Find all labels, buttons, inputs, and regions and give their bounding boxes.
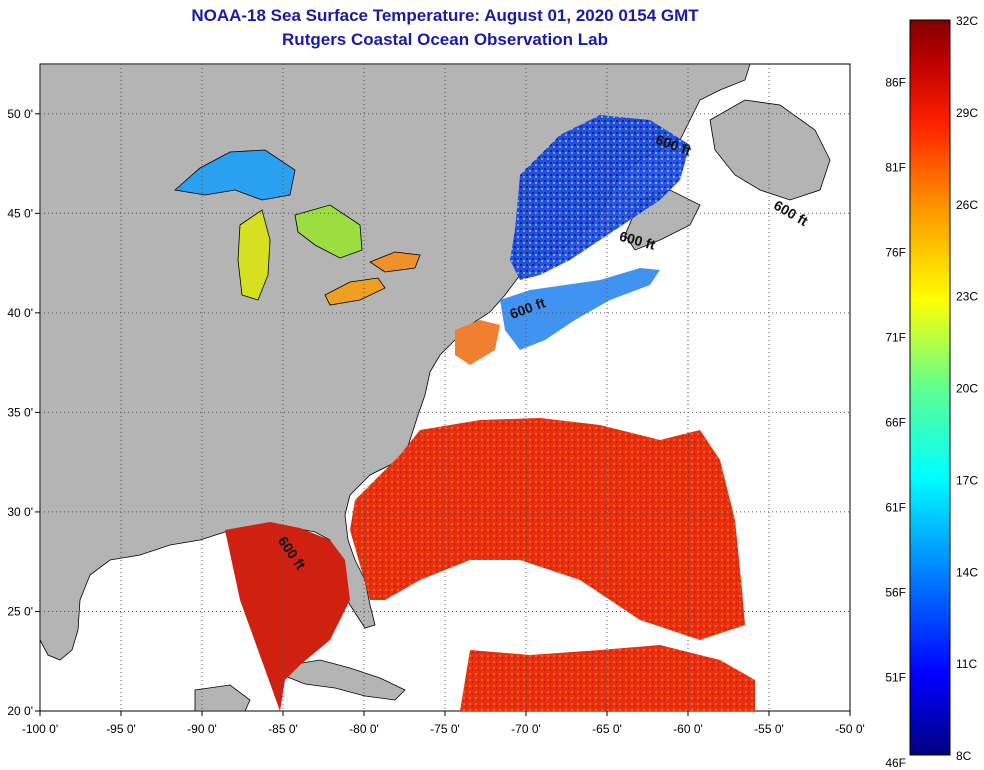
colorbar-celsius-label: 23C <box>956 290 978 304</box>
lake-michigan <box>237 209 271 301</box>
lon-tick-label: -90 0' <box>187 722 217 736</box>
colorbar-celsius-labels: 32C 29C 26C 23C 20C 17C 14C 11C 8C <box>956 14 978 763</box>
sst-gulf-of-mexico <box>225 522 350 711</box>
colorbar-celsius-label: 8C <box>956 749 972 763</box>
colorbar-celsius-label: 11C <box>956 657 977 671</box>
land-cuba <box>284 659 406 701</box>
colorbar-fahrenheit-label: 86F <box>885 75 906 89</box>
colorbar-fahrenheit-label: 76F <box>885 245 906 259</box>
lat-tick-label: 50 0' <box>7 107 33 121</box>
colorbar-celsius-label: 20C <box>956 382 978 396</box>
colorbar-fahrenheit-label: 56F <box>885 586 906 600</box>
lat-tick-label: 35 0' <box>7 405 33 419</box>
lon-tick-label: -60 0' <box>673 722 703 736</box>
colorbar-celsius-label: 32C <box>956 14 978 28</box>
lon-tick-label: -65 0' <box>592 722 622 736</box>
colorbar-fahrenheit-label: 71F <box>885 330 906 344</box>
map-title: NOAA-18 Sea Surface Temperature: August … <box>191 6 699 25</box>
colorbar-celsius-label: 17C <box>956 473 978 487</box>
lon-tick-label: -100 0' <box>22 722 58 736</box>
colorbar-celsius-label: 26C <box>956 198 978 212</box>
land-yucatan <box>194 684 251 711</box>
sst-gulf-of-maine <box>500 268 660 350</box>
lon-tick-label: -80 0' <box>349 722 379 736</box>
lake-superior <box>174 149 296 201</box>
colorbar <box>909 19 951 756</box>
lon-tick-label: -55 0' <box>754 722 784 736</box>
sst-mid-atlantic-warm <box>455 320 500 365</box>
latitude-axis: 20 0' 25 0' 30 0' 35 0' 40 0' 45 0' 50 0' <box>7 107 40 718</box>
lon-tick-label: -50 0' <box>835 722 865 736</box>
longitude-axis: -100 0' -95 0' -90 0' -85 0' -80 0' -75 0' -70… <box>22 711 865 736</box>
land-newfoundland <box>709 99 831 201</box>
lon-tick-label: -95 0' <box>106 722 136 736</box>
colorbar-celsius-label: 29C <box>956 106 978 120</box>
lake-erie <box>324 277 386 306</box>
colorbar-fahrenheit-label: 81F <box>885 160 906 174</box>
lat-tick-label: 30 0' <box>7 505 33 519</box>
colorbar-fahrenheit-label: 61F <box>885 501 906 515</box>
colorbar-celsius-label: 14C <box>956 565 978 579</box>
lat-tick-label: 20 0' <box>7 704 33 718</box>
sst-subtropical-atlantic <box>350 418 745 640</box>
colorbar-fahrenheit-label: 66F <box>885 416 906 430</box>
lon-tick-label: -75 0' <box>430 722 460 736</box>
lat-tick-label: 45 0' <box>7 206 33 220</box>
lon-tick-label: -85 0' <box>268 722 298 736</box>
lat-tick-label: 25 0' <box>7 604 33 618</box>
lake-ontario <box>369 251 421 273</box>
map-subtitle: Rutgers Coastal Ocean Observation Lab <box>282 30 608 49</box>
sst-northeast-cool <box>510 115 690 280</box>
lat-tick-label: 40 0' <box>7 306 33 320</box>
colorbar-fahrenheit-label: 46F <box>885 756 906 770</box>
lon-tick-label: -70 0' <box>511 722 541 736</box>
lake-huron <box>294 204 363 259</box>
colorbar-fahrenheit-labels: 86F 81F 76F 71F 66F 61F 56F 51F 46F <box>885 75 906 770</box>
graticule <box>40 64 850 711</box>
sst-caribbean <box>460 645 755 711</box>
colorbar-fahrenheit-label: 51F <box>885 671 906 685</box>
